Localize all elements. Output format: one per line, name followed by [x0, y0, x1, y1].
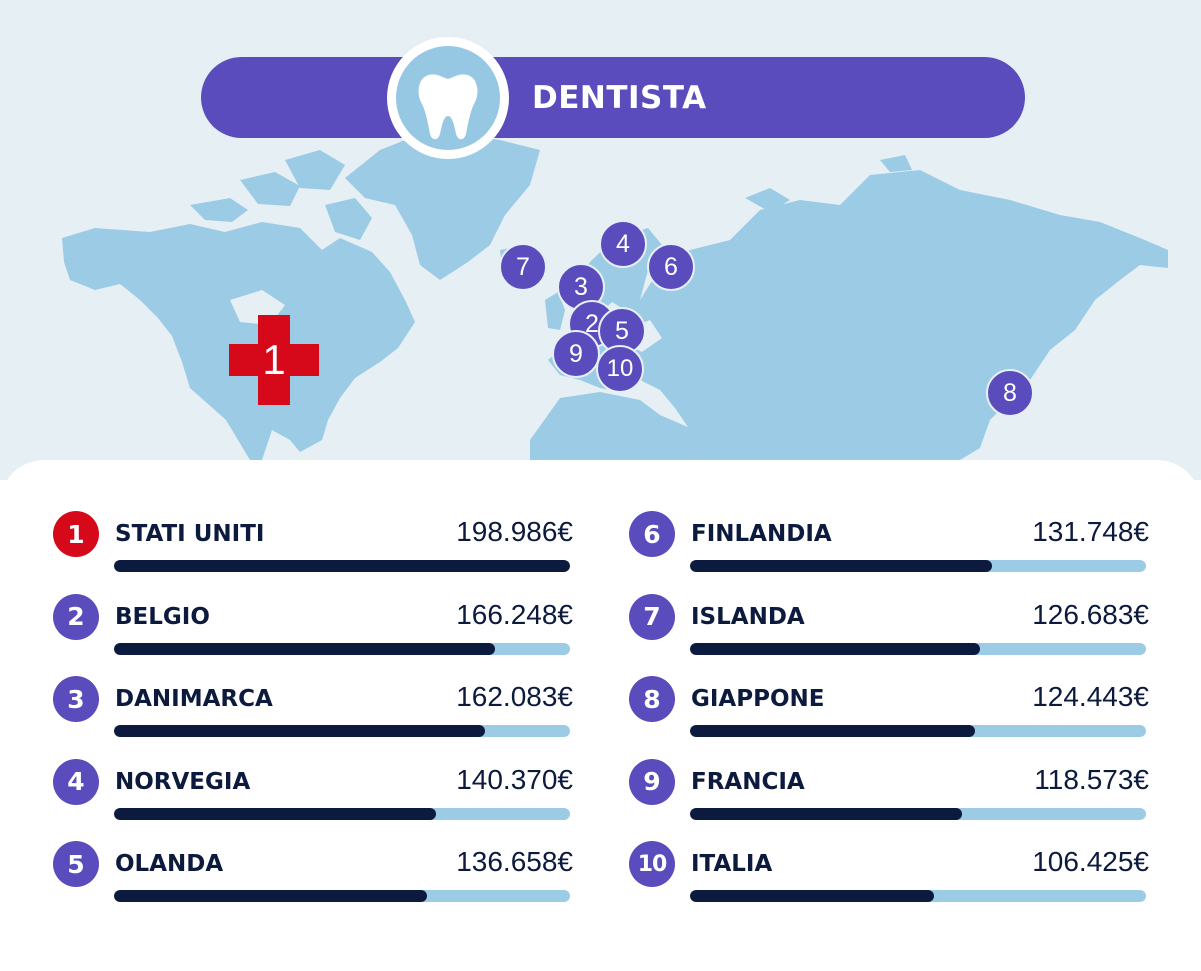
bar-track: [690, 890, 1146, 902]
rank-badge: 6: [629, 511, 675, 557]
bar-track: [114, 560, 570, 572]
bar: [114, 560, 570, 572]
country-label: FINLANDIA: [691, 521, 832, 547]
value-label: 124.443€: [1032, 681, 1149, 712]
country-label: ISLANDA: [691, 603, 805, 630]
rank-badge: 4: [53, 758, 99, 805]
header-banner: [201, 57, 1025, 138]
bar-track: [114, 725, 570, 737]
value-label: 198.986€: [456, 516, 573, 547]
bar: [690, 807, 962, 820]
bar: [114, 807, 436, 820]
marker-label: 1: [262, 336, 286, 383]
ranking-item: 7 ISLANDA 126.683€: [629, 593, 1149, 664]
bar: [114, 890, 427, 902]
bar: [114, 725, 485, 737]
rank-badge: 7: [629, 593, 675, 640]
value-label: 118.573€: [1034, 763, 1149, 795]
ranking-item: 5 OLANDA 136.658€: [53, 841, 573, 911]
tooth-icon: [396, 46, 500, 150]
ranking-item: 10 ITALIA 106.425€: [629, 841, 1149, 911]
ranking-item: 8 GIAPPONE 124.443€: [629, 676, 1149, 746]
rank-badge: 1: [53, 511, 99, 557]
country-label: ITALIA: [691, 851, 773, 877]
rank-badge: 5: [53, 841, 99, 887]
bar-track: [114, 807, 570, 820]
rank-badge: 8: [629, 676, 675, 722]
ranking-item: 4 NORVEGIA 140.370€: [53, 758, 573, 829]
country-label: FRANCIA: [691, 768, 805, 795]
value-label: 140.370€: [456, 763, 573, 795]
bar-track: [690, 807, 1146, 820]
rank-badge: 9: [629, 758, 675, 805]
ranking-panel: 1 STATI UNITI 198.986€ 2 BELGIO 166.248€ 3 DANI…: [0, 460, 1201, 971]
bar-track: [114, 642, 570, 655]
bar: [690, 890, 934, 902]
country-label: STATI UNITI: [115, 521, 265, 547]
ranking-item: 3 DANIMARCA 162.083€: [53, 676, 573, 746]
ranking-item: 1 STATI UNITI 198.986€: [53, 511, 573, 581]
rank-badge: 2: [53, 593, 99, 640]
ranking-item: 6 FINLANDIA 131.748€: [629, 511, 1149, 581]
value-label: 106.425€: [1032, 846, 1149, 877]
country-label: DANIMARCA: [115, 686, 273, 712]
bar-track: [690, 725, 1146, 737]
tooth-badge: [387, 37, 509, 159]
rank-1-marker: 1: [229, 315, 319, 405]
page-title: DENTISTA: [532, 80, 707, 116]
bar-track: [690, 642, 1146, 655]
country-label: NORVEGIA: [115, 768, 251, 795]
value-label: 131.748€: [1032, 516, 1149, 547]
map-marker-8: 8: [986, 369, 1034, 417]
value-label: 126.683€: [1032, 598, 1149, 630]
world-map: DENTISTA 1 7 4 6 3 2 5 9 10 8: [0, 0, 1201, 480]
value-label: 162.083€: [456, 681, 573, 712]
rank-badge: 10: [629, 841, 675, 887]
bar: [690, 725, 975, 737]
map-marker-4: 4: [599, 220, 647, 268]
bar: [690, 560, 992, 572]
map-marker-6: 6: [647, 243, 695, 291]
bar-track: [690, 560, 1146, 572]
ranking-item: 2 BELGIO 166.248€: [53, 593, 573, 664]
bar: [114, 642, 495, 655]
value-label: 136.658€: [456, 846, 573, 877]
map-marker-7: 7: [499, 243, 547, 291]
country-label: BELGIO: [115, 603, 210, 630]
country-label: GIAPPONE: [691, 686, 825, 712]
value-label: 166.248€: [456, 598, 573, 630]
ranking-item: 9 FRANCIA 118.573€: [629, 758, 1149, 829]
bar: [690, 642, 980, 655]
map-marker-10: 10: [596, 345, 644, 393]
country-label: OLANDA: [115, 851, 224, 877]
map-marker-9: 9: [552, 330, 600, 378]
bar-track: [114, 890, 570, 902]
rank-badge: 3: [53, 676, 99, 722]
